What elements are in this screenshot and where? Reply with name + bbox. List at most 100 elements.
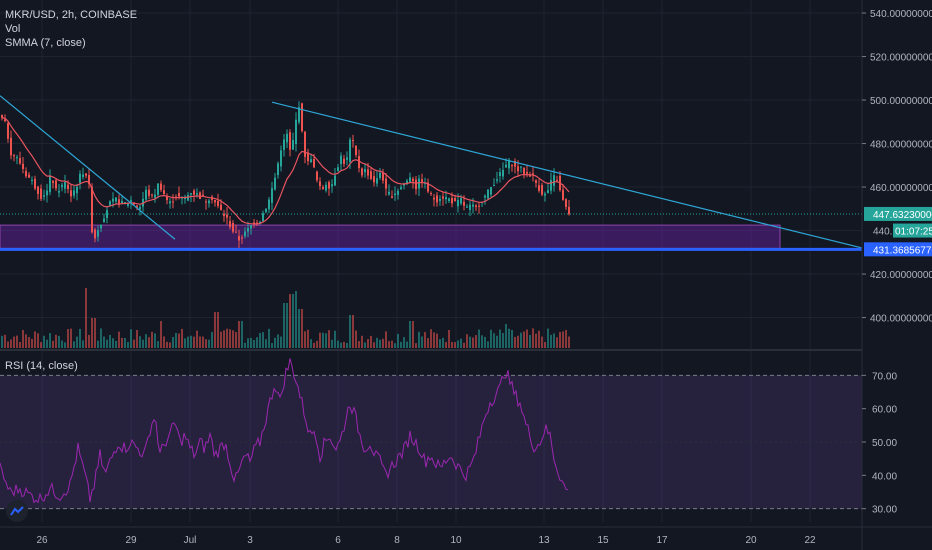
volume-bar bbox=[349, 315, 351, 348]
volume-bar bbox=[190, 335, 192, 348]
candle bbox=[106, 210, 108, 219]
volume-legend[interactable]: Vol bbox=[5, 23, 21, 35]
volume-bar bbox=[337, 340, 339, 348]
candle bbox=[406, 180, 408, 184]
volume-bar bbox=[43, 335, 45, 348]
candle bbox=[115, 197, 117, 202]
volume-bar bbox=[358, 341, 360, 348]
smma-legend[interactable]: SMMA (7, close) bbox=[5, 37, 86, 49]
candle bbox=[538, 185, 540, 191]
volume-bar bbox=[403, 337, 405, 348]
volume-bar bbox=[58, 335, 60, 348]
price-tick-label: 500.00000000 bbox=[870, 96, 932, 107]
candle bbox=[271, 188, 273, 203]
volume-bar bbox=[526, 329, 528, 348]
candle bbox=[250, 225, 252, 229]
candle bbox=[19, 158, 21, 164]
tradingview-logo-icon[interactable] bbox=[6, 500, 28, 522]
volume-bar bbox=[46, 339, 48, 348]
candle bbox=[265, 208, 267, 212]
volume-bar bbox=[544, 342, 546, 348]
volume-bar bbox=[430, 329, 432, 348]
candle bbox=[76, 186, 78, 194]
candle bbox=[370, 171, 372, 179]
candle bbox=[325, 184, 327, 191]
candle bbox=[82, 174, 84, 177]
candle bbox=[466, 206, 468, 208]
candle bbox=[280, 150, 282, 167]
price-tick-label: 460.00000000 bbox=[870, 183, 932, 194]
candle bbox=[556, 179, 558, 181]
candle bbox=[514, 161, 516, 167]
volume-bar bbox=[37, 333, 39, 348]
volume-bar bbox=[76, 336, 78, 348]
volume-bar bbox=[340, 342, 342, 348]
volume-bar bbox=[331, 339, 333, 348]
volume-bar bbox=[145, 334, 147, 348]
volume-bar bbox=[388, 341, 390, 348]
volume-bar bbox=[556, 337, 558, 348]
volume-bar bbox=[241, 321, 243, 348]
candle bbox=[436, 195, 438, 203]
volume-bar bbox=[373, 342, 375, 348]
volume-bar bbox=[130, 329, 132, 348]
candle bbox=[73, 190, 75, 196]
volume-bar bbox=[79, 328, 81, 348]
volume-bar bbox=[496, 335, 498, 348]
candle bbox=[334, 175, 336, 186]
candle bbox=[157, 183, 159, 195]
candle bbox=[94, 229, 96, 239]
time-tick-label: 22 bbox=[804, 535, 816, 546]
candle bbox=[226, 214, 228, 218]
volume-bar bbox=[154, 333, 156, 348]
candle bbox=[262, 213, 264, 222]
candle bbox=[67, 184, 69, 189]
candle bbox=[97, 230, 99, 237]
candle bbox=[34, 178, 36, 189]
volume-bar bbox=[304, 331, 306, 348]
candle bbox=[142, 198, 144, 207]
volume-bar bbox=[265, 339, 267, 348]
volume-bar bbox=[394, 343, 396, 348]
candle bbox=[544, 193, 546, 196]
candle bbox=[148, 189, 150, 196]
candle bbox=[508, 159, 510, 169]
candle bbox=[268, 199, 270, 210]
volume-bar bbox=[469, 336, 471, 348]
candle bbox=[286, 133, 288, 143]
volume-bar bbox=[67, 329, 69, 348]
candle bbox=[439, 198, 441, 201]
symbol-legend[interactable]: MKR/USD, 2h, COINBASE bbox=[5, 9, 138, 21]
candle bbox=[310, 159, 312, 162]
time-tick-label: 20 bbox=[745, 535, 757, 546]
candle bbox=[103, 218, 105, 223]
time-tick-label: 3 bbox=[247, 535, 253, 546]
candle bbox=[244, 231, 246, 237]
volume-bar bbox=[292, 294, 294, 348]
volume-bar bbox=[538, 330, 540, 348]
rsi-tick-label: 60.00 bbox=[872, 405, 897, 416]
volume-bar bbox=[157, 341, 159, 348]
candle bbox=[547, 190, 549, 193]
trendline bbox=[0, 95, 176, 240]
rsi-legend[interactable]: RSI (14, close) bbox=[5, 360, 78, 372]
candle bbox=[568, 206, 570, 215]
volume-bar bbox=[271, 343, 273, 348]
candle bbox=[430, 193, 432, 195]
candle bbox=[526, 172, 528, 174]
volume-bar bbox=[268, 328, 270, 348]
candle bbox=[283, 139, 285, 150]
candle bbox=[307, 152, 309, 162]
candle bbox=[496, 179, 498, 181]
volume-bar bbox=[208, 339, 210, 348]
candle bbox=[16, 157, 18, 159]
volume-bar bbox=[34, 331, 36, 348]
volume-bar bbox=[346, 342, 348, 348]
candle bbox=[109, 201, 111, 206]
volume-bar bbox=[415, 343, 417, 348]
candle bbox=[373, 176, 375, 183]
volume-bar bbox=[460, 338, 462, 348]
volume-bar bbox=[256, 337, 258, 348]
candle bbox=[31, 179, 33, 181]
